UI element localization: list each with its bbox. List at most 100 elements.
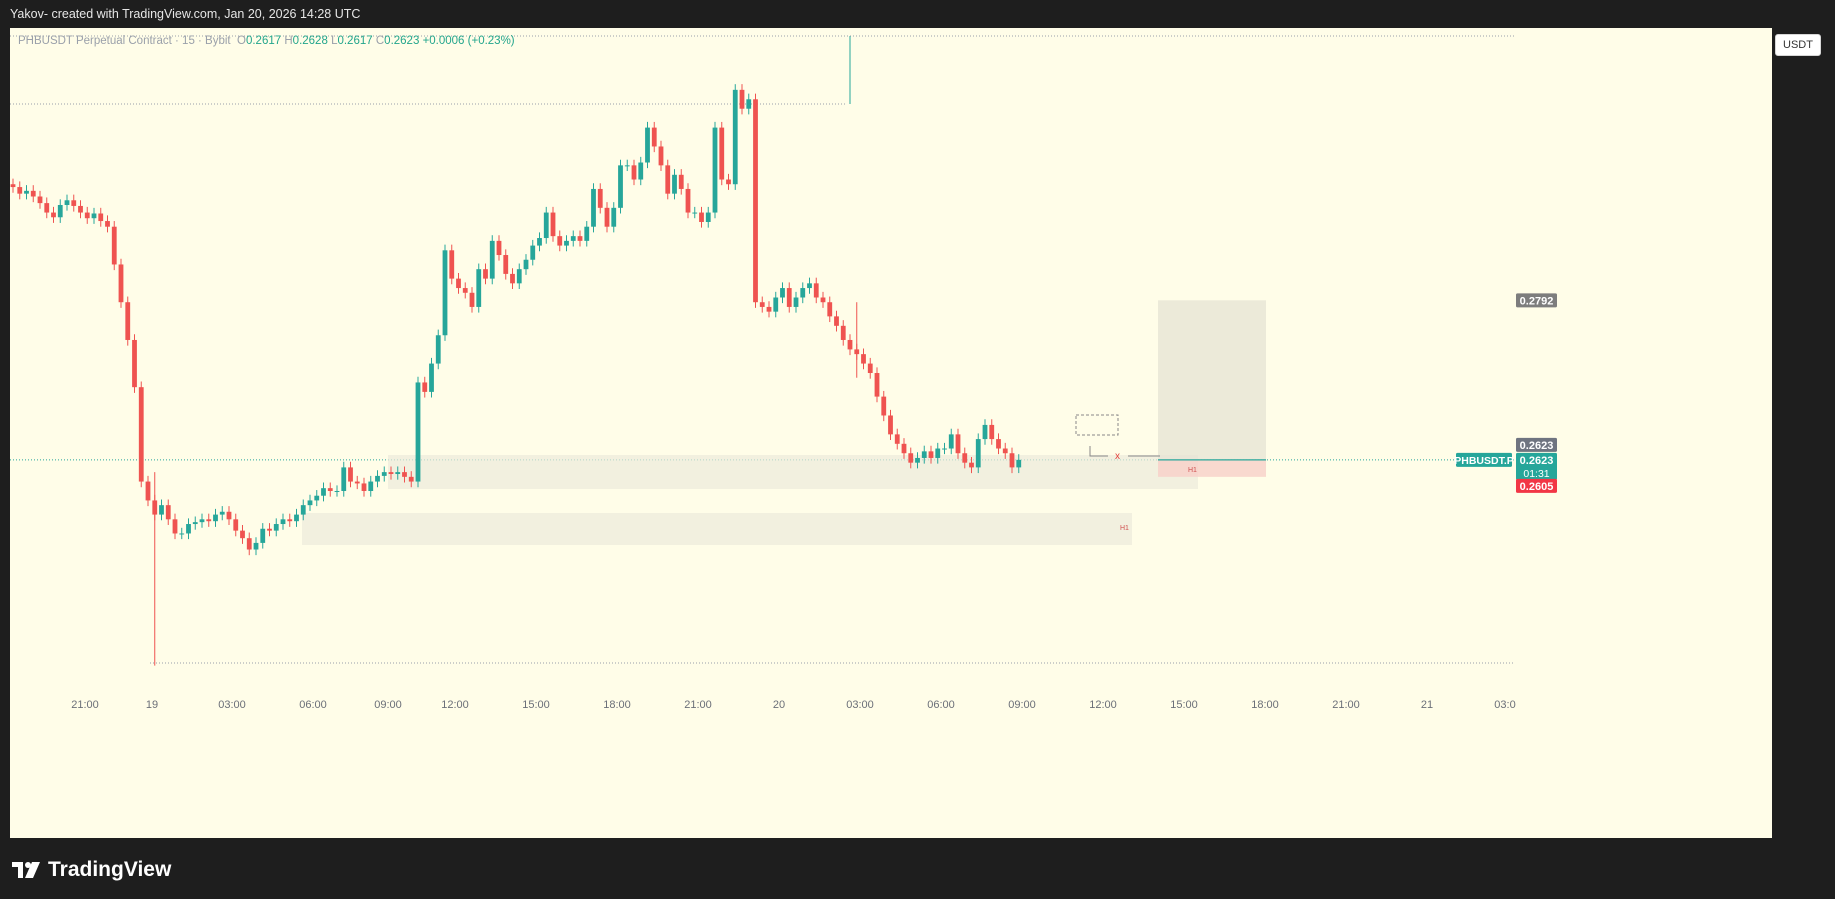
x-tick-label: 18:00 xyxy=(1251,699,1279,711)
candle xyxy=(435,329,441,370)
candle xyxy=(429,357,434,398)
candle xyxy=(199,513,205,528)
candle xyxy=(294,508,299,527)
candle xyxy=(415,376,421,488)
candle xyxy=(37,190,43,209)
candle xyxy=(125,296,131,346)
candle xyxy=(915,452,920,469)
candle xyxy=(584,221,590,247)
candle xyxy=(233,513,239,537)
candle xyxy=(246,532,252,556)
x-tick-label: 12:00 xyxy=(441,699,469,711)
candle xyxy=(476,263,482,313)
candle xyxy=(462,282,468,299)
candle xyxy=(651,121,657,153)
candle xyxy=(395,466,401,480)
candle xyxy=(1016,454,1022,474)
candle xyxy=(523,254,529,275)
symbol-price-tag[interactable]: PHBUSDT.P xyxy=(1454,452,1514,467)
candle xyxy=(982,419,988,445)
candle xyxy=(442,244,448,341)
candle xyxy=(496,235,502,261)
sweep-line xyxy=(1089,446,1108,457)
candle xyxy=(489,235,495,285)
candle xyxy=(908,447,914,469)
range-box[interactable] xyxy=(1075,414,1119,436)
target-price-label[interactable]: 0.2792 xyxy=(1516,293,1557,308)
candle xyxy=(327,482,333,497)
candle xyxy=(759,296,765,313)
footer: TradingView xyxy=(0,838,1835,899)
candle xyxy=(375,470,380,488)
candle xyxy=(354,475,360,490)
candle xyxy=(739,84,745,115)
candle xyxy=(847,334,853,356)
tradingview-logo-icon xyxy=(12,862,40,878)
svg-text:0.2623: 0.2623 xyxy=(1520,440,1554,452)
legend-change: +0.0006 (+0.23%) xyxy=(422,35,515,47)
candle xyxy=(240,524,245,544)
legend-close: 0.2623 xyxy=(384,35,420,47)
candle xyxy=(962,447,968,469)
candle xyxy=(881,390,887,422)
legend-high: 0.2628 xyxy=(292,35,328,47)
position-target-zone[interactable] xyxy=(1158,300,1266,460)
legend-symbol[interactable]: PHBUSDT Perpetual Contract · 15 · Bybit xyxy=(18,35,231,47)
candle xyxy=(138,381,144,488)
candle xyxy=(996,433,1001,455)
x-tick-label: 03:00 xyxy=(846,699,874,711)
position-stop-zone[interactable] xyxy=(1158,459,1266,477)
candle xyxy=(942,442,947,455)
currency-button[interactable]: USDT xyxy=(1775,34,1821,56)
candle xyxy=(91,207,97,224)
candle xyxy=(341,461,347,497)
candle xyxy=(692,206,698,219)
legend-open-label: O xyxy=(237,35,246,47)
tradingview-brand: TradingView xyxy=(48,858,172,881)
demand-zone[interactable] xyxy=(388,455,1198,489)
candle xyxy=(165,499,171,525)
candle xyxy=(105,215,110,233)
legend-close-label: C xyxy=(375,35,385,47)
svg-text:0.2792: 0.2792 xyxy=(1520,295,1554,307)
candle xyxy=(368,475,374,497)
candle xyxy=(766,301,772,318)
candle xyxy=(334,485,340,497)
candle xyxy=(219,506,225,521)
candle xyxy=(577,230,583,247)
candle xyxy=(314,490,320,507)
candle xyxy=(118,258,124,308)
candle xyxy=(773,291,779,318)
candle xyxy=(510,268,515,290)
candle xyxy=(253,537,259,556)
x-tick-label: 15:00 xyxy=(1170,699,1198,711)
stop-price-label[interactable]: 0.2605 xyxy=(1516,478,1557,493)
candle xyxy=(564,235,569,252)
candle xyxy=(658,140,664,172)
candle xyxy=(273,518,279,537)
candle xyxy=(746,93,752,115)
tradingview-logo[interactable]: TradingView xyxy=(12,858,171,882)
chart-header: Yakov- created with TradingView.com, Jan… xyxy=(10,7,361,21)
candle xyxy=(753,93,758,308)
x-tick-label: 21 xyxy=(1421,699,1433,711)
candle xyxy=(543,206,549,244)
candle xyxy=(618,159,623,214)
sweep-marker: x xyxy=(1115,451,1120,462)
x-tick-label: 06:00 xyxy=(927,699,955,711)
chart-legend: PHBUSDT Perpetual Contract · 15 · Bybit … xyxy=(18,35,515,47)
candle xyxy=(84,206,90,224)
candle xyxy=(800,282,806,304)
candle xyxy=(57,199,63,223)
candle xyxy=(132,334,137,393)
candle xyxy=(685,183,691,219)
bar-countdown: 01:31 xyxy=(1523,468,1549,480)
candle xyxy=(901,438,907,459)
last-price-label-small[interactable]: 0.2623 xyxy=(1516,437,1557,452)
demand-zone[interactable] xyxy=(302,513,1132,545)
x-tick-label: 09:00 xyxy=(374,699,402,711)
candle xyxy=(24,185,29,200)
